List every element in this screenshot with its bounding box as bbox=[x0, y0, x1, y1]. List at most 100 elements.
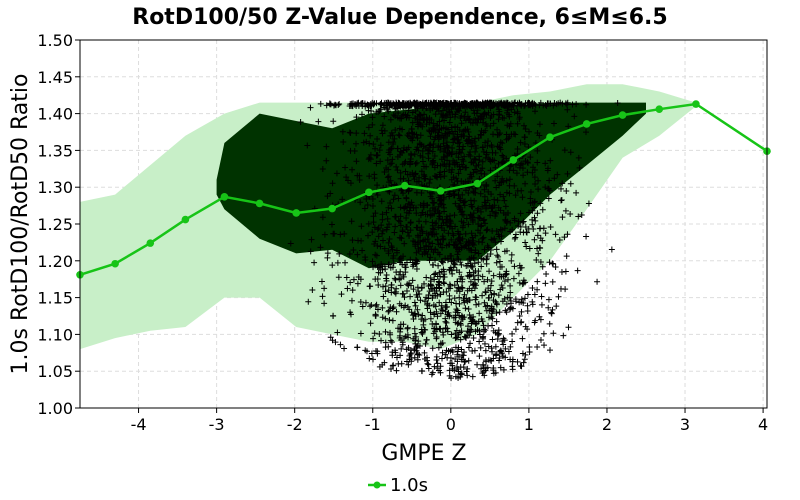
scatter-point bbox=[514, 120, 521, 127]
scatter-point bbox=[349, 287, 356, 294]
scatter-point bbox=[374, 191, 381, 198]
scatter-point bbox=[444, 328, 451, 335]
scatter-point bbox=[346, 251, 353, 258]
scatter-point bbox=[447, 212, 454, 219]
series-point bbox=[509, 156, 518, 164]
scatter-point bbox=[432, 246, 439, 253]
scatter-point bbox=[549, 306, 556, 313]
scatter-point bbox=[407, 282, 414, 289]
scatter-point bbox=[380, 293, 387, 300]
scatter-point bbox=[412, 108, 419, 115]
scatter-point bbox=[431, 310, 438, 317]
scatter-point bbox=[383, 277, 390, 284]
scatter-point bbox=[482, 289, 489, 296]
scatter-point bbox=[475, 238, 482, 245]
scatter-point bbox=[395, 195, 402, 202]
scatter-point bbox=[485, 295, 492, 302]
scatter-point bbox=[508, 131, 515, 138]
scatter-point bbox=[358, 223, 365, 230]
scatter-point bbox=[492, 164, 499, 171]
scatter-point bbox=[435, 136, 442, 143]
scatter-point bbox=[529, 216, 536, 223]
scatter-point bbox=[407, 219, 414, 226]
scatter-point bbox=[429, 222, 436, 229]
scatter-point bbox=[455, 170, 462, 177]
y-tick-label: 1.05 bbox=[37, 362, 73, 381]
scatter-point bbox=[542, 280, 549, 287]
scatter-point bbox=[411, 299, 418, 306]
scatter-point bbox=[443, 163, 450, 170]
scatter-point bbox=[429, 160, 436, 167]
series-point bbox=[255, 199, 264, 208]
scatter-point bbox=[382, 315, 389, 322]
scatter-point bbox=[500, 178, 507, 185]
scatter-point bbox=[371, 330, 378, 337]
scatter-point bbox=[405, 177, 412, 184]
scatter-point bbox=[521, 141, 528, 148]
scatter-point bbox=[414, 284, 421, 291]
scatter-point bbox=[369, 258, 376, 265]
scatter-point bbox=[403, 195, 410, 202]
x-tick-label: 0 bbox=[446, 415, 456, 434]
scatter-point bbox=[495, 330, 502, 337]
scatter-point bbox=[542, 230, 549, 237]
scatter-point bbox=[469, 234, 476, 241]
scatter-point bbox=[479, 335, 486, 342]
scatter-point bbox=[522, 323, 529, 330]
scatter-point bbox=[608, 246, 615, 253]
scatter-point bbox=[413, 99, 420, 106]
scatter-point bbox=[517, 319, 524, 326]
scatter-point bbox=[492, 177, 499, 184]
scatter-point bbox=[478, 365, 485, 372]
scatter-point bbox=[393, 163, 400, 170]
scatter-point bbox=[390, 255, 397, 262]
scatter-point bbox=[475, 259, 482, 266]
scatter-point bbox=[466, 133, 473, 140]
scatter-point bbox=[417, 202, 424, 209]
scatter-point bbox=[406, 161, 413, 168]
scatter-point bbox=[412, 340, 419, 347]
series-point bbox=[292, 209, 301, 217]
scatter-point bbox=[367, 101, 374, 108]
scatter-point bbox=[467, 340, 474, 347]
scatter-point bbox=[522, 224, 529, 231]
scatter-point bbox=[430, 301, 437, 308]
scatter-point bbox=[347, 311, 354, 318]
chart-title: RotD100/50 Z-Value Dependence, 6≤M≤6.5 bbox=[132, 5, 667, 30]
scatter-point bbox=[534, 278, 541, 285]
scatter-point bbox=[461, 297, 468, 304]
scatter-point bbox=[470, 159, 477, 166]
scatter-point bbox=[506, 182, 513, 189]
scatter-point bbox=[540, 225, 547, 232]
scatter-point bbox=[458, 284, 465, 291]
scatter-point bbox=[546, 177, 553, 184]
scatter-point bbox=[427, 176, 434, 183]
scatter-point bbox=[452, 344, 459, 351]
scatter-point bbox=[390, 260, 397, 267]
scatter-point bbox=[411, 325, 418, 332]
scatter-point bbox=[403, 214, 410, 221]
scatter-point bbox=[500, 193, 507, 200]
scatter-point bbox=[502, 272, 509, 279]
scatter-point bbox=[461, 358, 468, 365]
series-point bbox=[473, 179, 482, 188]
scatter-point bbox=[501, 197, 508, 204]
scatter-point bbox=[504, 122, 511, 129]
x-tick-label: -2 bbox=[287, 415, 303, 434]
scatter-point bbox=[468, 201, 475, 208]
scatter-point bbox=[354, 251, 361, 258]
scatter-point bbox=[341, 230, 348, 237]
scatter-point bbox=[419, 328, 426, 335]
scatter-point bbox=[342, 259, 349, 266]
scatter-point bbox=[440, 279, 447, 286]
scatter-point bbox=[389, 305, 396, 312]
scatter-point bbox=[458, 261, 465, 268]
scatter-point bbox=[501, 337, 508, 344]
scatter-point bbox=[321, 285, 328, 292]
scatter-point bbox=[515, 270, 522, 277]
scatter-point bbox=[385, 287, 392, 294]
scatter-point bbox=[383, 165, 390, 172]
scatter-point bbox=[398, 345, 405, 352]
scatter-point bbox=[517, 210, 524, 217]
scatter-point bbox=[414, 123, 421, 130]
